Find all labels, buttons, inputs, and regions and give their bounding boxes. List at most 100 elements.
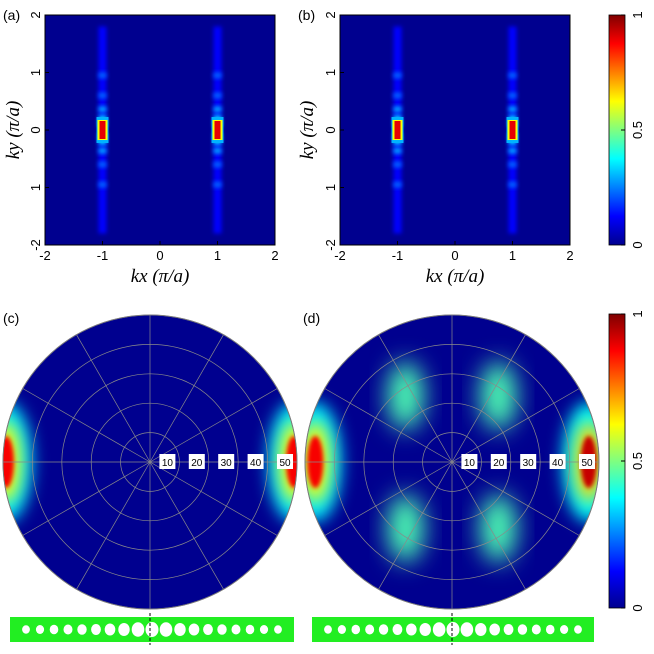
radial-tick-box <box>218 454 235 469</box>
x-tick-label: 1 <box>509 248 516 263</box>
peak-core <box>214 121 221 139</box>
hotspot-2 <box>480 361 517 430</box>
heatmap-panel-b: -2 -1 0 1 2 -2 1 0 1 2 kx (π/a) ky (π/a) <box>297 11 574 287</box>
fringe <box>98 161 107 168</box>
fringe <box>393 72 402 79</box>
device-strip-c <box>10 613 294 645</box>
radial-tick-box <box>490 454 507 469</box>
radial-tick-box <box>549 454 566 469</box>
hotspot-lobe <box>387 494 424 563</box>
hole <box>174 623 186 636</box>
radial-tick-box <box>247 454 264 469</box>
radial-tick-label: 40 <box>552 458 564 469</box>
fringe <box>98 92 107 99</box>
radial-tick: 50 <box>579 454 595 469</box>
x-tick-label: 0 <box>156 248 163 263</box>
x-tick-label: 2 <box>271 248 278 263</box>
fringe <box>508 161 517 168</box>
hole <box>22 625 30 634</box>
hotspot-lobe <box>387 361 424 430</box>
radial-tick-box <box>520 454 537 469</box>
hole <box>489 623 500 636</box>
y-tick-label: 0 <box>28 126 43 133</box>
radial-tick: 20 <box>188 454 205 469</box>
y-tick-label: 2 <box>28 11 43 18</box>
y-axis-label: ky (π/a) <box>297 101 318 160</box>
hole <box>531 624 541 635</box>
hole <box>145 622 159 637</box>
fringe <box>213 106 222 113</box>
hotspot-lobe <box>480 361 517 430</box>
peak-1 <box>211 26 224 234</box>
fringe <box>98 106 107 113</box>
colorbar-tick-label: 1 <box>630 11 645 18</box>
panel-label-c: (c) <box>3 310 19 326</box>
x-tick-label: -1 <box>97 248 109 263</box>
fringe <box>508 181 517 188</box>
hole <box>406 623 417 636</box>
hole <box>35 625 45 634</box>
x-tick-label: 0 <box>451 248 458 263</box>
grid-spoke <box>149 461 224 590</box>
hole <box>63 624 73 635</box>
hole <box>460 622 474 637</box>
radial-tick: 30 <box>520 454 537 469</box>
hole <box>131 622 145 637</box>
panel-label-a: (a) <box>3 7 20 23</box>
hotspot-3 <box>387 361 424 430</box>
colorbar-tick-label: 0.5 <box>630 452 645 470</box>
hole <box>324 625 332 634</box>
fringe <box>213 181 222 188</box>
y-axis-label: ky (π/a) <box>3 101 24 160</box>
radial-tick-box <box>159 454 176 469</box>
heatmap-background <box>340 15 570 245</box>
hole <box>77 624 87 635</box>
fringe <box>508 147 517 154</box>
colorbar-top: 10.50 <box>608 11 645 249</box>
hole <box>217 624 227 635</box>
peak-1 <box>506 26 519 234</box>
y-tick-label: -2 <box>28 239 43 251</box>
hole <box>517 624 528 635</box>
radial-tick-box <box>579 454 595 469</box>
hole <box>475 623 487 636</box>
x-tick-label: 1 <box>214 248 221 263</box>
heatmap-background <box>45 15 275 245</box>
grid-spoke <box>378 461 453 590</box>
x-axis-label: kx (π/a) <box>426 266 485 287</box>
grid-spoke <box>22 461 151 536</box>
hole <box>91 624 101 635</box>
y-tick-label: 1 <box>28 184 43 191</box>
fringe <box>393 147 402 154</box>
hole <box>188 623 200 636</box>
radial-tick-box <box>188 454 205 469</box>
fringe <box>508 92 517 99</box>
x-tick-label: -2 <box>334 248 346 263</box>
hole <box>159 622 173 637</box>
grid-spoke <box>451 334 526 463</box>
grid-spoke <box>149 334 224 463</box>
grid-spoke <box>324 388 453 463</box>
radial-tick-label: 10 <box>464 458 476 469</box>
grid-spoke <box>451 388 580 463</box>
polar-panel-c: 10 20 30 40 50 <box>2 314 298 610</box>
fringe <box>213 92 222 99</box>
hole <box>245 624 255 635</box>
hole <box>560 625 569 634</box>
peak-core <box>99 121 106 139</box>
radial-tick-box <box>277 454 293 469</box>
heatmap-panel-a: -2 -1 0 1 2 -2 1 0 1 2 kx (π/a) ky (π/a) <box>3 11 279 287</box>
grid-spoke <box>22 388 151 463</box>
radial-tick-box <box>461 454 478 469</box>
panel-label-d: (d) <box>303 310 320 326</box>
y-tick-label: 1 <box>323 69 338 76</box>
peak-core <box>394 121 401 139</box>
grid-spoke <box>76 461 151 590</box>
fringe <box>393 181 402 188</box>
radial-tick-label: 20 <box>493 458 505 469</box>
colorbar-tick-label: 0.5 <box>630 121 645 139</box>
grid-spoke <box>324 461 453 536</box>
radial-tick: 30 <box>218 454 235 469</box>
radial-tick-label: 10 <box>162 458 174 469</box>
